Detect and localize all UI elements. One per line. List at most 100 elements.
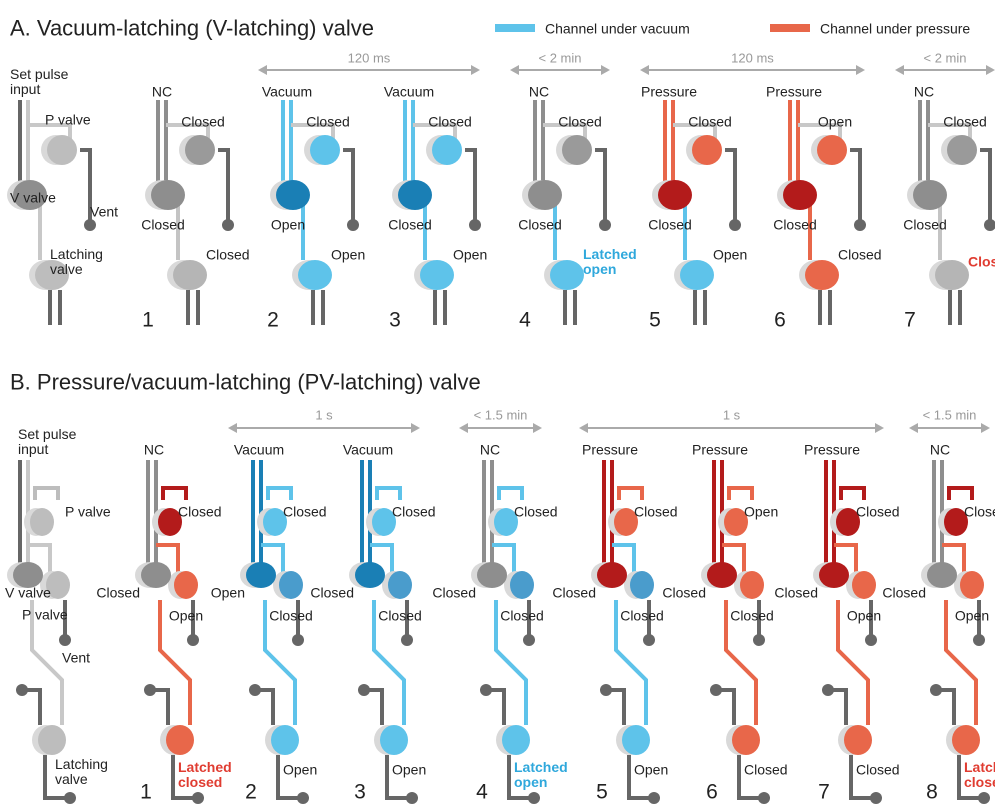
vent xyxy=(64,792,76,804)
valve-label: Closed xyxy=(620,609,664,624)
valve-label: Closed xyxy=(964,505,995,520)
step-number: 1 xyxy=(142,313,154,328)
input-label: NC xyxy=(930,443,950,458)
channel xyxy=(619,488,642,500)
arrow-head xyxy=(981,423,990,433)
latch-label: Latched open xyxy=(583,247,643,277)
vent xyxy=(59,634,71,646)
channel xyxy=(729,488,752,500)
valve xyxy=(819,562,849,588)
valve-label: Closed xyxy=(432,586,476,601)
valve-label: Open xyxy=(744,505,778,520)
step-number: 3 xyxy=(354,785,366,800)
latch-label: Open xyxy=(634,763,668,778)
valve xyxy=(927,562,957,588)
valve-label: Closed xyxy=(662,586,706,601)
latch-label: Open xyxy=(331,248,365,263)
key-label: V valve xyxy=(10,191,56,206)
valve-label: Closed xyxy=(856,505,900,520)
step-number: 7 xyxy=(818,785,830,800)
valve-label: Open xyxy=(818,115,852,130)
arrow-head xyxy=(510,65,519,75)
valve xyxy=(952,725,980,755)
valve-label: Closed xyxy=(514,505,558,520)
valve xyxy=(185,135,215,165)
arrow-head xyxy=(640,65,649,75)
valve xyxy=(707,562,737,588)
vent xyxy=(528,792,540,804)
vent xyxy=(187,634,199,646)
valve xyxy=(913,180,947,210)
timing-label: 120 ms xyxy=(731,51,774,66)
channel xyxy=(465,150,475,222)
latch-label: Latched open xyxy=(514,760,574,790)
channel xyxy=(949,488,972,500)
valve-label: Open xyxy=(847,609,881,624)
key-label: Latching valve xyxy=(55,757,125,787)
valve xyxy=(510,571,534,599)
valve-label: Closed xyxy=(774,586,818,601)
valve-label: Closed xyxy=(269,609,313,624)
valve xyxy=(174,571,198,599)
vent xyxy=(192,792,204,804)
latch-label: Closed xyxy=(838,248,882,263)
input-label: Vacuum xyxy=(343,443,393,458)
valve xyxy=(502,725,530,755)
latch-label: Closed xyxy=(206,248,250,263)
valve xyxy=(550,260,584,290)
figure: Channel under vacuumChannel under pressu… xyxy=(0,0,995,806)
vent xyxy=(753,634,765,646)
arrow-head xyxy=(986,65,995,75)
step-number: 7 xyxy=(904,313,916,328)
arrow-head xyxy=(579,423,588,433)
vent xyxy=(406,792,418,804)
channel xyxy=(377,488,400,500)
input-label: Vacuum xyxy=(234,443,284,458)
input-label: NC xyxy=(480,443,500,458)
vent xyxy=(758,792,770,804)
arrow-head xyxy=(909,423,918,433)
arrow-head xyxy=(875,423,884,433)
valve xyxy=(817,135,847,165)
vent xyxy=(984,219,995,231)
valve xyxy=(276,180,310,210)
step-number: 5 xyxy=(596,785,608,800)
valve xyxy=(298,260,332,290)
key-label: Latching valve xyxy=(50,247,120,277)
valve xyxy=(597,562,627,588)
valve xyxy=(310,135,340,165)
valve xyxy=(692,135,722,165)
vent xyxy=(599,219,611,231)
valve xyxy=(151,180,185,210)
valve xyxy=(935,260,969,290)
channel xyxy=(35,488,58,500)
valve-label: Open xyxy=(211,586,245,601)
input-label: Pressure xyxy=(641,85,697,100)
vent xyxy=(401,634,413,646)
latch-label: Open xyxy=(283,763,317,778)
valve-label: Closed xyxy=(141,218,185,233)
input-label: Pressure xyxy=(692,443,748,458)
latch-label: Closed xyxy=(856,763,900,778)
valve xyxy=(420,260,454,290)
panel-title: B. Pressure/vacuum-latching (PV-latching… xyxy=(10,375,481,390)
valve xyxy=(562,135,592,165)
step-number: 3 xyxy=(389,313,401,328)
latch-label: Open xyxy=(453,248,487,263)
valve xyxy=(355,562,385,588)
valve xyxy=(30,508,54,536)
input-label: NC xyxy=(914,85,934,100)
input-label: Vacuum xyxy=(384,85,434,100)
timing-label: < 1.5 min xyxy=(923,408,977,423)
key-label: P valve xyxy=(22,608,68,623)
valve xyxy=(380,725,408,755)
valve xyxy=(528,180,562,210)
vent xyxy=(297,792,309,804)
valve-label: Closed xyxy=(648,218,692,233)
channel xyxy=(841,488,864,500)
input-label: Pressure xyxy=(804,443,860,458)
valve xyxy=(38,725,66,755)
vent xyxy=(222,219,234,231)
valve xyxy=(805,260,839,290)
channel xyxy=(725,150,735,222)
